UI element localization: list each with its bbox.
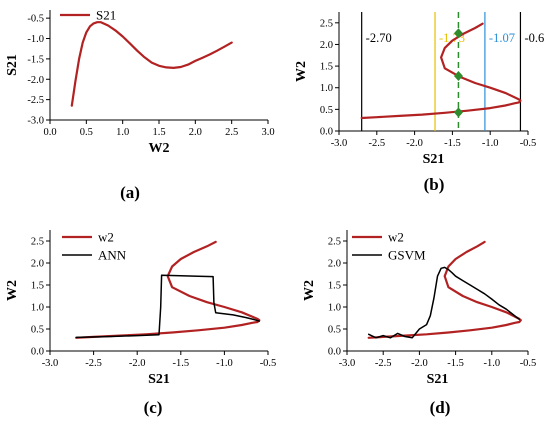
legend-label: GSVM	[388, 248, 426, 263]
y-tick-label: 1.0	[328, 303, 341, 314]
y-tick-label: 2.0	[320, 40, 333, 51]
x-tick-label: -1.5	[447, 358, 464, 369]
x-tick-label: 2.0	[189, 127, 202, 138]
x-tick-label: 2.5	[225, 127, 238, 138]
series-line-ann	[75, 274, 261, 339]
x-tick-label: -2.5	[368, 138, 385, 149]
chart-panel-a: 0.0 0.5 1.0 1.5 2.0 2.5 3.0 -3.0 -2.5 -2.0 -1.5 -1.…	[5, 8, 275, 203]
x-axis-label: S21	[148, 372, 170, 387]
x-tick-label: 0.0	[43, 127, 56, 138]
y-tick-label: -0.5	[27, 14, 44, 25]
x-tick-label: -1.0	[482, 138, 499, 149]
legend-label: S21	[96, 8, 116, 23]
x-tick-label: -2.5	[85, 358, 102, 369]
y-tick-label: -3.0	[27, 116, 44, 127]
y-tick-label: 0.5	[320, 105, 333, 116]
series-line-gsvm	[367, 266, 521, 339]
x-axis-label: S21	[427, 372, 449, 387]
y-tick-label: -1.0	[27, 34, 44, 45]
x-tick-label: -0.5	[520, 358, 537, 369]
chart-panel-b: -3.0 -2.5 -2.0 -1.5 -1.0 -0.5 0.0 0.5 1.0 1.5 2.0 2…	[294, 12, 544, 194]
x-tick-label: -1.0	[483, 358, 500, 369]
panel-tag: (d)	[430, 398, 451, 417]
diamond-marker	[453, 28, 463, 39]
x-tick-label: -1.0	[216, 358, 233, 369]
y-tick-label: -2.5	[27, 95, 44, 106]
y-tick-label: 1.5	[320, 62, 333, 73]
panel-tag: (a)	[120, 183, 140, 202]
y-axis-label: W2	[302, 280, 317, 301]
diamond-marker	[453, 107, 463, 118]
series-line-curve	[360, 22, 522, 120]
panel-tag: (c)	[144, 398, 163, 417]
y-tick-label: -2.0	[27, 75, 44, 86]
y-axis-label: S21	[5, 54, 20, 76]
x-tick-label: -3.0	[339, 358, 356, 369]
y-axis-label: W2	[294, 61, 309, 82]
y-tick-label: 1.5	[31, 281, 44, 292]
y-tick-label: 2.0	[328, 259, 341, 270]
y-tick-label: 0.0	[31, 347, 44, 358]
legend-label: ANN	[98, 248, 127, 263]
y-tick-label: 1.0	[31, 303, 44, 314]
x-tick-label: 1.0	[116, 127, 129, 138]
x-tick-label: -3.0	[42, 358, 59, 369]
y-tick-label: 2.5	[31, 237, 44, 248]
y-axis-label: W2	[5, 280, 20, 301]
y-tick-label: 0.0	[328, 347, 341, 358]
x-tick-label: -3.0	[331, 138, 348, 149]
y-tick-label: 2.5	[328, 237, 341, 248]
diamond-marker	[453, 71, 463, 82]
x-tick-label: 1.5	[152, 127, 165, 138]
y-tick-label: -1.5	[27, 54, 44, 65]
y-tick-label: 2.5	[320, 18, 333, 29]
x-tick-label: 0.5	[80, 127, 93, 138]
x-tick-label: -0.5	[520, 138, 537, 149]
x-tick-label: -2.0	[411, 358, 428, 369]
x-tick-label: -1.5	[444, 138, 461, 149]
y-tick-label: 2.0	[31, 259, 44, 270]
series-line-s21	[70, 21, 233, 107]
legend-label: w2	[388, 230, 404, 245]
y-tick-label: 0.0	[320, 127, 333, 138]
x-tick-label: -2.5	[375, 358, 392, 369]
vline-label: -0.6	[524, 31, 544, 45]
vline-label: -1.07	[489, 31, 515, 45]
x-tick-label: -2.0	[129, 358, 146, 369]
x-axis-label: W2	[149, 141, 170, 156]
x-tick-label: -2.0	[406, 138, 423, 149]
legend-label: w2	[98, 230, 114, 245]
vline-label: -2.70	[366, 31, 392, 45]
x-tick-label: 3.0	[261, 127, 274, 138]
series-line-w2	[75, 240, 261, 339]
chart-panel-c: -3.0 -2.5 -2.0 -1.5 -1.0 -0.5 0.0 0.5 1.0 1.5 2.0 2…	[5, 230, 276, 418]
x-tick-label: -1.5	[172, 358, 189, 369]
y-tick-label: 0.5	[328, 325, 341, 336]
y-tick-label: 1.0	[320, 83, 333, 94]
y-tick-label: 0.5	[31, 325, 44, 336]
chart-panel-d: -3.0 -2.5 -2.0 -1.5 -1.0 -0.5 0.0 0.5 1.0 1.5 2.0 2…	[302, 230, 536, 418]
x-tick-label: -0.5	[260, 358, 277, 369]
panel-tag: (b)	[424, 175, 445, 194]
x-axis-label: S21	[423, 152, 445, 167]
y-tick-label: 1.5	[328, 281, 341, 292]
